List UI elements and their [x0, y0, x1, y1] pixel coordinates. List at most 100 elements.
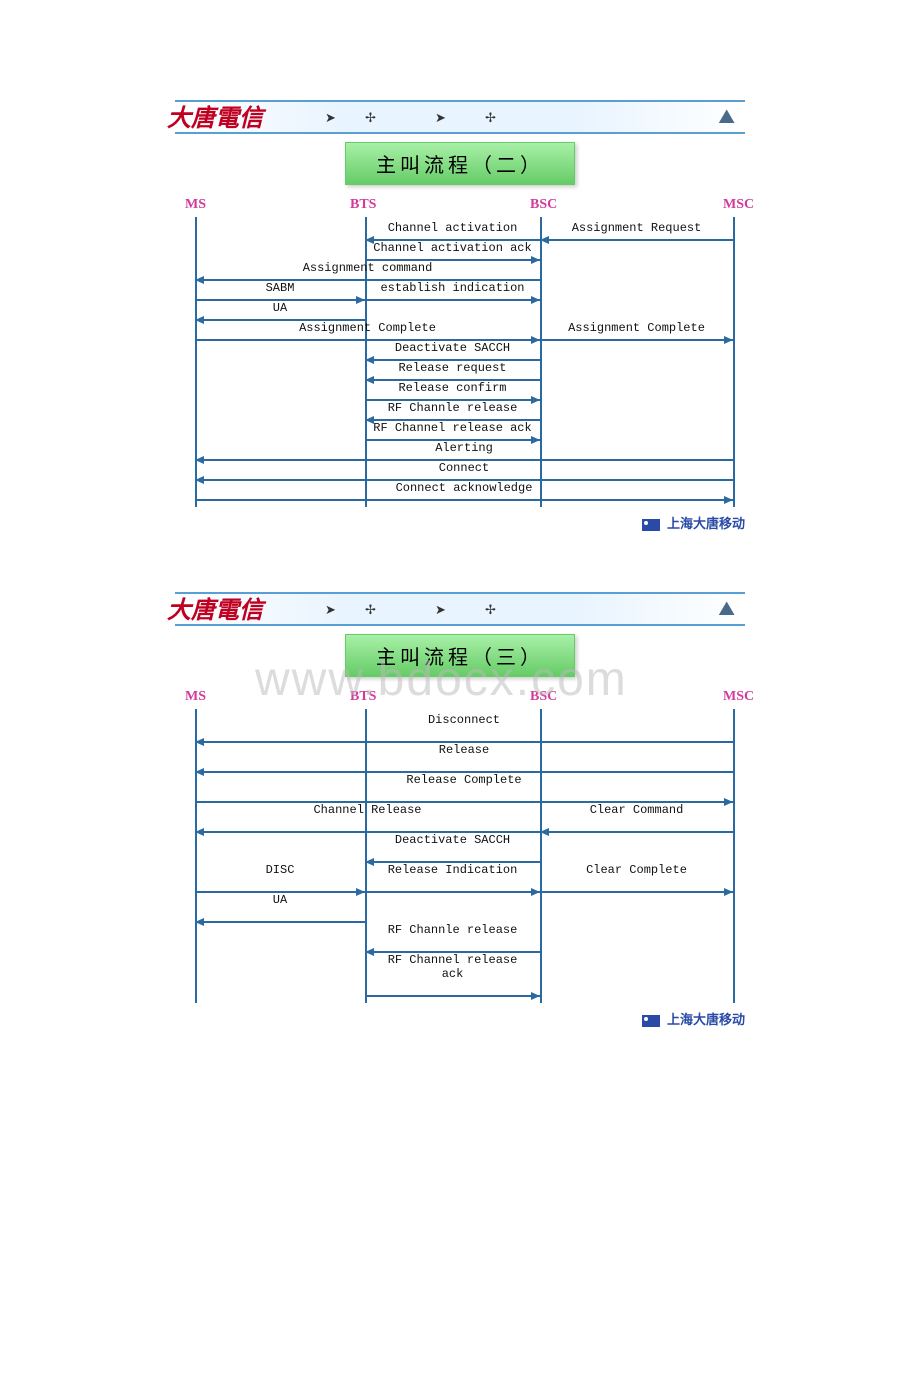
- message-arrow: SABM: [195, 279, 365, 301]
- message-arrow: UA: [195, 891, 365, 923]
- logo-text: 大唐電信: [167, 98, 263, 133]
- message-label: UA: [195, 893, 365, 907]
- message-arrow: Connect: [195, 459, 733, 481]
- message-label: RF Channle release: [365, 923, 540, 937]
- message-arrow: establish indication: [365, 279, 540, 301]
- bird-icon: ✢: [365, 602, 376, 618]
- actor-label-ms: MS: [185, 197, 206, 213]
- actor-label-ms: MS: [185, 689, 206, 705]
- message-label: Channel Release: [195, 803, 540, 817]
- sequence-area: DisconnectRelease Release Complete Channel…: [175, 709, 745, 1003]
- message-label: Assignment Complete: [195, 321, 540, 335]
- bird-icon: ✢: [485, 602, 496, 618]
- footer-text: 上海大唐移动: [667, 1012, 745, 1027]
- message-label: SABM: [195, 281, 365, 295]
- actor-label-bsc: BSC: [530, 197, 557, 213]
- diagram-title: 主叫流程（三）: [345, 634, 575, 677]
- bird-icon: ➤: [435, 602, 446, 618]
- arrow-right-icon: [531, 992, 540, 1000]
- seq-row: RF Channle release: [175, 921, 745, 951]
- actors-row: MSBTSBSCMSC: [175, 689, 745, 709]
- bird-icon: ➤: [435, 110, 446, 126]
- page: 大唐電信 ➤ ✢ ➤ ✢ ⛰ 主叫流程（二） MS BTS BSC MSC Chann…: [0, 0, 920, 1388]
- footer-text: 上海大唐移动: [667, 516, 745, 531]
- seq-row: RF Channle release: [175, 399, 745, 419]
- seq-row: Assignment command: [175, 259, 745, 279]
- footer-icon: [642, 1015, 660, 1027]
- seq-row: UA: [175, 299, 745, 319]
- actor-label-msc: MSC: [723, 197, 754, 213]
- message-label: Release confirm: [365, 381, 540, 395]
- message-arrow: Clear Complete: [540, 861, 733, 893]
- message-arrow: Alerting: [195, 439, 733, 461]
- diagram-1: 大唐電信 ➤ ✢ ➤ ✢ ⛰ 主叫流程（二） MSBTSBSCMSC Chann…: [175, 100, 745, 532]
- seq-row: Assignment CompleteAssignment Complete: [175, 319, 745, 339]
- actor-label-bts: BTS: [350, 197, 376, 213]
- message-label: Deactivate SACCH: [365, 833, 540, 847]
- bird-icon: ➤: [325, 110, 336, 126]
- message-arrow: RF Channel release ack: [365, 419, 540, 441]
- message-arrow: Release Indication: [365, 861, 540, 893]
- seq-row: Release request: [175, 359, 745, 379]
- seq-row: Alerting: [175, 439, 745, 459]
- message-label: Release: [195, 743, 733, 757]
- seq-row: Deactivate SACCH: [175, 339, 745, 359]
- footer-icon: [642, 519, 660, 531]
- message-label: UA: [195, 301, 365, 315]
- message-label: Connect acknowledge: [195, 481, 733, 495]
- message-arrow: Release confirm: [365, 379, 540, 401]
- message-label: Release request: [365, 361, 540, 375]
- seq-row: RF Channel release ack: [175, 951, 745, 995]
- message-label: Assignment Request: [540, 221, 733, 235]
- seq-row: Deactivate SACCH: [175, 831, 745, 861]
- message-arrow: Release Complete: [195, 771, 733, 803]
- arrow-right-icon: [724, 496, 733, 504]
- footer: 上海大唐移动: [175, 1009, 745, 1028]
- message-arrow: UA: [195, 299, 365, 321]
- message-label: Channel activation ack: [365, 241, 540, 255]
- message-label: Assignment Complete: [540, 321, 733, 335]
- seq-row: Channel activation ack: [175, 239, 745, 259]
- message-arrow: Release: [195, 741, 733, 773]
- message-arrow: RF Channle release: [365, 921, 540, 953]
- actors-row: MSBTSBSCMSC: [175, 197, 745, 217]
- message-arrow: Channel Release: [195, 801, 540, 833]
- seq-row: Connect acknowledge: [175, 479, 745, 499]
- message-arrow: Assignment Request: [540, 219, 733, 241]
- seq-row: SABMestablish indication: [175, 279, 745, 299]
- message-arrow: Connect acknowledge: [195, 479, 733, 501]
- bird-icon: ✢: [365, 110, 376, 126]
- message-arrow: Assignment Complete: [195, 319, 540, 341]
- header-bar: 大唐電信 ➤ ✢ ➤ ✢ ⛰: [175, 100, 745, 134]
- message-label: Release Indication: [365, 863, 540, 877]
- mountain-icon: ⛰: [718, 598, 735, 621]
- seq-row: Release Complete: [175, 771, 745, 801]
- actor-label-bts: BTS: [350, 689, 376, 705]
- message-arrow: Clear Command: [540, 801, 733, 833]
- message-label: RF Channel release ack: [365, 953, 540, 981]
- message-arrow: DISC: [195, 861, 365, 893]
- seq-row: Channel activationAssignment Request: [175, 219, 745, 239]
- message-arrow: Release request: [365, 359, 540, 381]
- bird-icon: ✢: [485, 110, 496, 126]
- message-label: Release Complete: [195, 773, 733, 787]
- message-label: Clear Complete: [540, 863, 733, 877]
- diagram-2: 大唐電信 ➤ ✢ ➤ ✢ ⛰ 主叫流程（三） www.bdocx.com MSB…: [175, 592, 745, 1028]
- seq-row: RF Channel release ack: [175, 419, 745, 439]
- seq-row: Connect: [175, 459, 745, 479]
- sequence-area: Channel activationAssignment RequestChan…: [175, 217, 745, 507]
- footer: 上海大唐移动: [175, 513, 745, 532]
- message-label: DISC: [195, 863, 365, 877]
- bird-icon: ➤: [325, 602, 336, 618]
- seq-row: Release: [175, 741, 745, 771]
- message-arrow: Channel activation: [365, 219, 540, 241]
- seq-row: Release confirm: [175, 379, 745, 399]
- diagram-title: 主叫流程（二）: [345, 142, 575, 185]
- message-label: Connect: [195, 461, 733, 475]
- message-arrow: RF Channel release ack: [365, 951, 540, 997]
- mountain-icon: ⛰: [718, 106, 735, 129]
- message-arrow: Disconnect: [195, 711, 733, 743]
- message-label: Clear Command: [540, 803, 733, 817]
- message-arrow: Assignment command: [195, 259, 540, 281]
- seq-row: DISCRelease IndicationClear Complete: [175, 861, 745, 891]
